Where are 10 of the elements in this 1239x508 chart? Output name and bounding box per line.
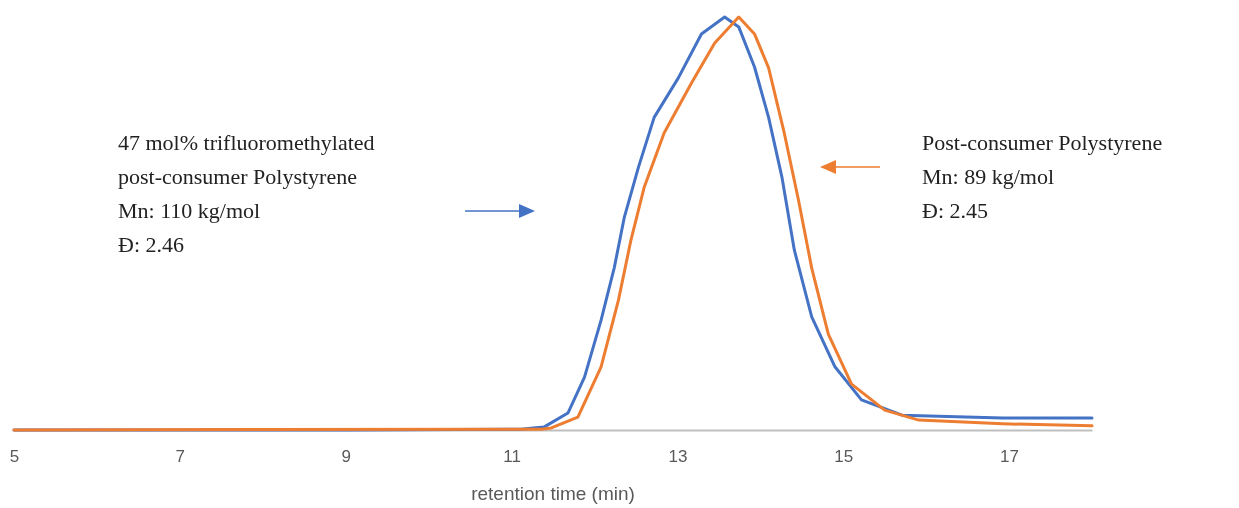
x-tick-label: 13 (668, 447, 688, 467)
x-tick-label: 5 (9, 447, 20, 467)
x-tick-label: 17 (1000, 447, 1020, 467)
x-tick-label: 11 (503, 447, 521, 467)
x-tick-label: 7 (175, 447, 186, 467)
annotation: 47 mol% trifluoromethylated post-consumer Polystyrene Mn: 110 kg/mol Đ: 2.46 (118, 130, 375, 257)
annotation: Post-consumer Polystyrene Mn: 89 kg/mol Đ: 2.45 (922, 130, 1163, 223)
x-tick-label: 15 (834, 447, 854, 467)
x-tick-label: 9 (341, 447, 351, 467)
x-axis-title: retention time (min) (471, 483, 635, 504)
